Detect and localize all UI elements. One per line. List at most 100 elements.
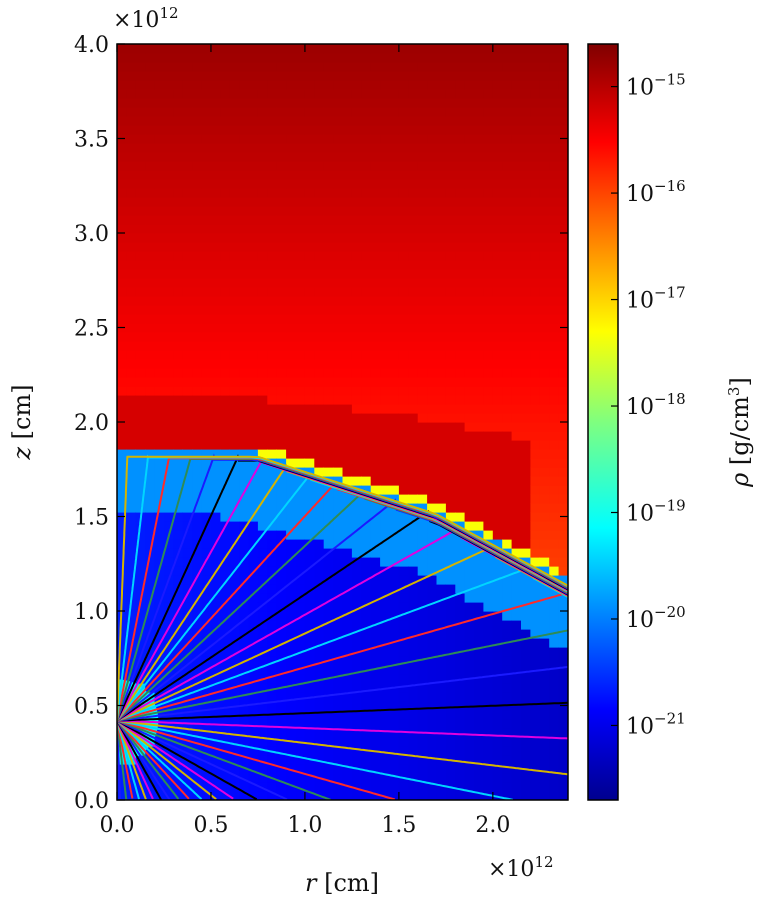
density-cell <box>502 575 513 585</box>
density-cell <box>182 566 193 576</box>
density-cell <box>455 638 466 648</box>
density-cell <box>389 692 400 702</box>
density-cell <box>239 224 250 234</box>
density-cell <box>276 593 287 603</box>
density-cell <box>361 602 372 612</box>
density-cell <box>492 89 503 99</box>
density-cell <box>370 224 381 234</box>
density-cell <box>502 305 513 315</box>
density-cell <box>417 125 428 135</box>
density-cell <box>549 224 560 234</box>
density-cell <box>351 467 362 477</box>
density-cell <box>539 566 550 576</box>
density-cell <box>502 251 513 261</box>
density-cell <box>333 449 344 459</box>
density-cell <box>539 305 550 315</box>
density-cell <box>295 782 306 792</box>
density-cell <box>126 485 137 495</box>
density-cell <box>483 512 494 522</box>
density-cell <box>502 179 513 189</box>
density-cell <box>455 449 466 459</box>
density-cell <box>248 764 259 774</box>
density-cell <box>539 323 550 333</box>
density-cell <box>257 152 268 162</box>
density-cell <box>229 530 240 540</box>
density-cell <box>117 251 127 261</box>
density-cell <box>173 692 184 702</box>
density-cell <box>135 314 146 324</box>
density-cell <box>436 314 447 324</box>
density-cell <box>164 323 174 333</box>
density-cell <box>389 251 400 261</box>
density-cell <box>220 710 231 720</box>
density-cell <box>483 233 494 243</box>
density-cell <box>380 296 391 306</box>
density-cell <box>464 197 475 207</box>
density-cell <box>351 80 362 90</box>
density-cell <box>361 359 372 369</box>
density-cell <box>154 134 165 144</box>
density-cell <box>257 242 268 252</box>
density-cell <box>276 647 287 657</box>
y-tick-label: 3.0 <box>74 222 109 247</box>
density-cell <box>558 296 568 306</box>
density-cell <box>389 647 400 657</box>
density-cell <box>286 386 297 396</box>
density-cell <box>182 305 193 315</box>
density-cell <box>276 728 287 738</box>
density-cell <box>276 278 287 288</box>
density-cell <box>530 71 541 81</box>
density-cell <box>304 440 315 450</box>
density-cell <box>164 548 174 558</box>
density-cell <box>483 332 494 342</box>
density-cell <box>314 467 325 477</box>
density-cell <box>257 584 268 594</box>
density-cell <box>370 548 381 558</box>
density-cell <box>398 386 409 396</box>
density-cell <box>323 539 334 549</box>
density-cell <box>192 188 203 198</box>
density-cell <box>408 647 419 657</box>
density-cell <box>164 539 174 549</box>
density-cell <box>145 260 156 270</box>
density-cell <box>408 521 419 531</box>
density-cell <box>549 602 560 612</box>
density-cell <box>117 53 127 63</box>
density-cell <box>417 782 428 792</box>
density-cell <box>492 53 503 63</box>
density-cell <box>511 224 522 234</box>
density-cell <box>257 215 268 225</box>
density-cell <box>530 602 541 612</box>
density-cell <box>295 629 306 639</box>
density-cell <box>314 197 325 207</box>
density-cell <box>483 80 494 90</box>
density-cell <box>445 179 456 189</box>
density-cell <box>530 287 541 297</box>
density-cell <box>436 278 447 288</box>
density-cell <box>126 323 137 333</box>
density-cell <box>333 530 344 540</box>
density-cell <box>229 368 240 378</box>
density-cell <box>427 440 438 450</box>
density-cell <box>145 422 156 432</box>
density-cell <box>398 692 409 702</box>
density-cell <box>126 386 137 396</box>
density-cell <box>323 710 334 720</box>
density-cell <box>211 530 221 540</box>
density-cell <box>408 314 419 324</box>
density-cell <box>549 260 560 270</box>
density-cell <box>201 548 212 558</box>
density-cell <box>380 359 391 369</box>
density-cell <box>483 134 494 144</box>
density-cell <box>445 791 456 800</box>
density-cell <box>135 584 146 594</box>
density-cell <box>474 260 484 270</box>
density-cell <box>502 674 513 684</box>
density-cell <box>483 251 494 261</box>
density-cell <box>304 368 315 378</box>
density-cell <box>192 422 203 432</box>
density-cell <box>201 701 212 711</box>
density-cell <box>389 719 400 729</box>
density-cell <box>436 710 447 720</box>
